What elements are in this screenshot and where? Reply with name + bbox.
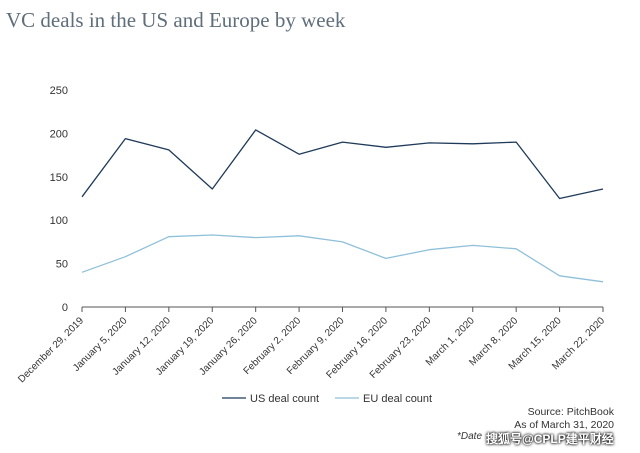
y-tick-label: 200 <box>50 128 68 140</box>
y-tick-label: 50 <box>56 259 68 271</box>
legend-label: EU deal count <box>363 393 432 405</box>
series-line-us <box>81 129 604 200</box>
y-tick-label: 0 <box>62 302 68 314</box>
date-note: *Date <box>457 431 483 442</box>
chart-title: VC deals in the US and Europe by week <box>6 8 346 32</box>
y-tick-label: 150 <box>50 172 68 184</box>
watermark: 搜狐号@CPLP建平财经 <box>486 432 614 446</box>
x-tick-label: December 29, 2019 <box>16 315 86 385</box>
y-tick-label: 250 <box>50 85 68 97</box>
as-of-text: As of March 31, 2020 <box>514 418 614 431</box>
source-text: Source: PitchBook <box>527 406 614 418</box>
series-line-eu <box>81 234 604 283</box>
legend-label: US deal count <box>250 393 319 405</box>
chart-source: Source: PitchBook As of March 31, 2020 <box>514 406 614 431</box>
y-tick-label: 100 <box>50 215 68 227</box>
